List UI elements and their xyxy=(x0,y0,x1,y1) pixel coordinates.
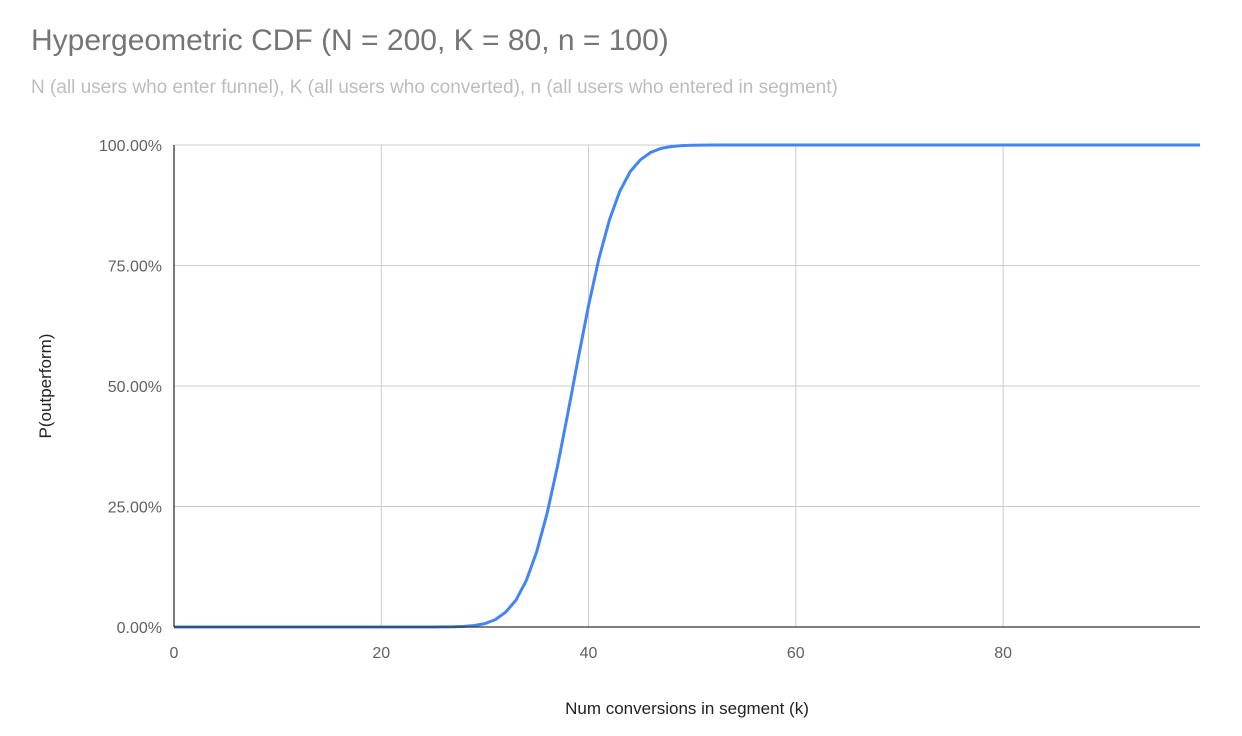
y-axis-label: P(outperform) xyxy=(36,334,55,439)
chart-subtitle: N (all users who enter funnel), K (all u… xyxy=(31,77,838,98)
y-tick-label: 0.00% xyxy=(117,620,162,637)
y-tick-label: 100.00% xyxy=(99,138,162,155)
x-tick-label: 80 xyxy=(994,645,1012,662)
x-tick-label: 40 xyxy=(580,645,598,662)
y-tick-label: 75.00% xyxy=(108,259,162,276)
y-tick-label: 50.00% xyxy=(108,379,162,396)
x-tick-label: 20 xyxy=(372,645,390,662)
chart-title: Hypergeometric CDF (N = 200, K = 80, n =… xyxy=(31,24,669,57)
y-tick-label: 25.00% xyxy=(108,500,162,517)
x-axis-label: Num conversions in segment (k) xyxy=(565,699,809,718)
x-tick-label: 60 xyxy=(787,645,805,662)
x-tick-label: 0 xyxy=(170,645,179,662)
